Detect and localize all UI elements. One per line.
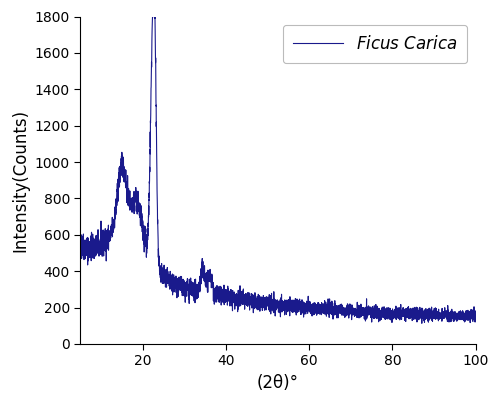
Legend: $\it{Ficus\ Carica}$: $\it{Ficus\ Carica}$ bbox=[282, 25, 468, 63]
X-axis label: (2θ)°: (2θ)° bbox=[257, 374, 299, 392]
Y-axis label: Intensity(Counts): Intensity(Counts) bbox=[11, 109, 29, 252]
